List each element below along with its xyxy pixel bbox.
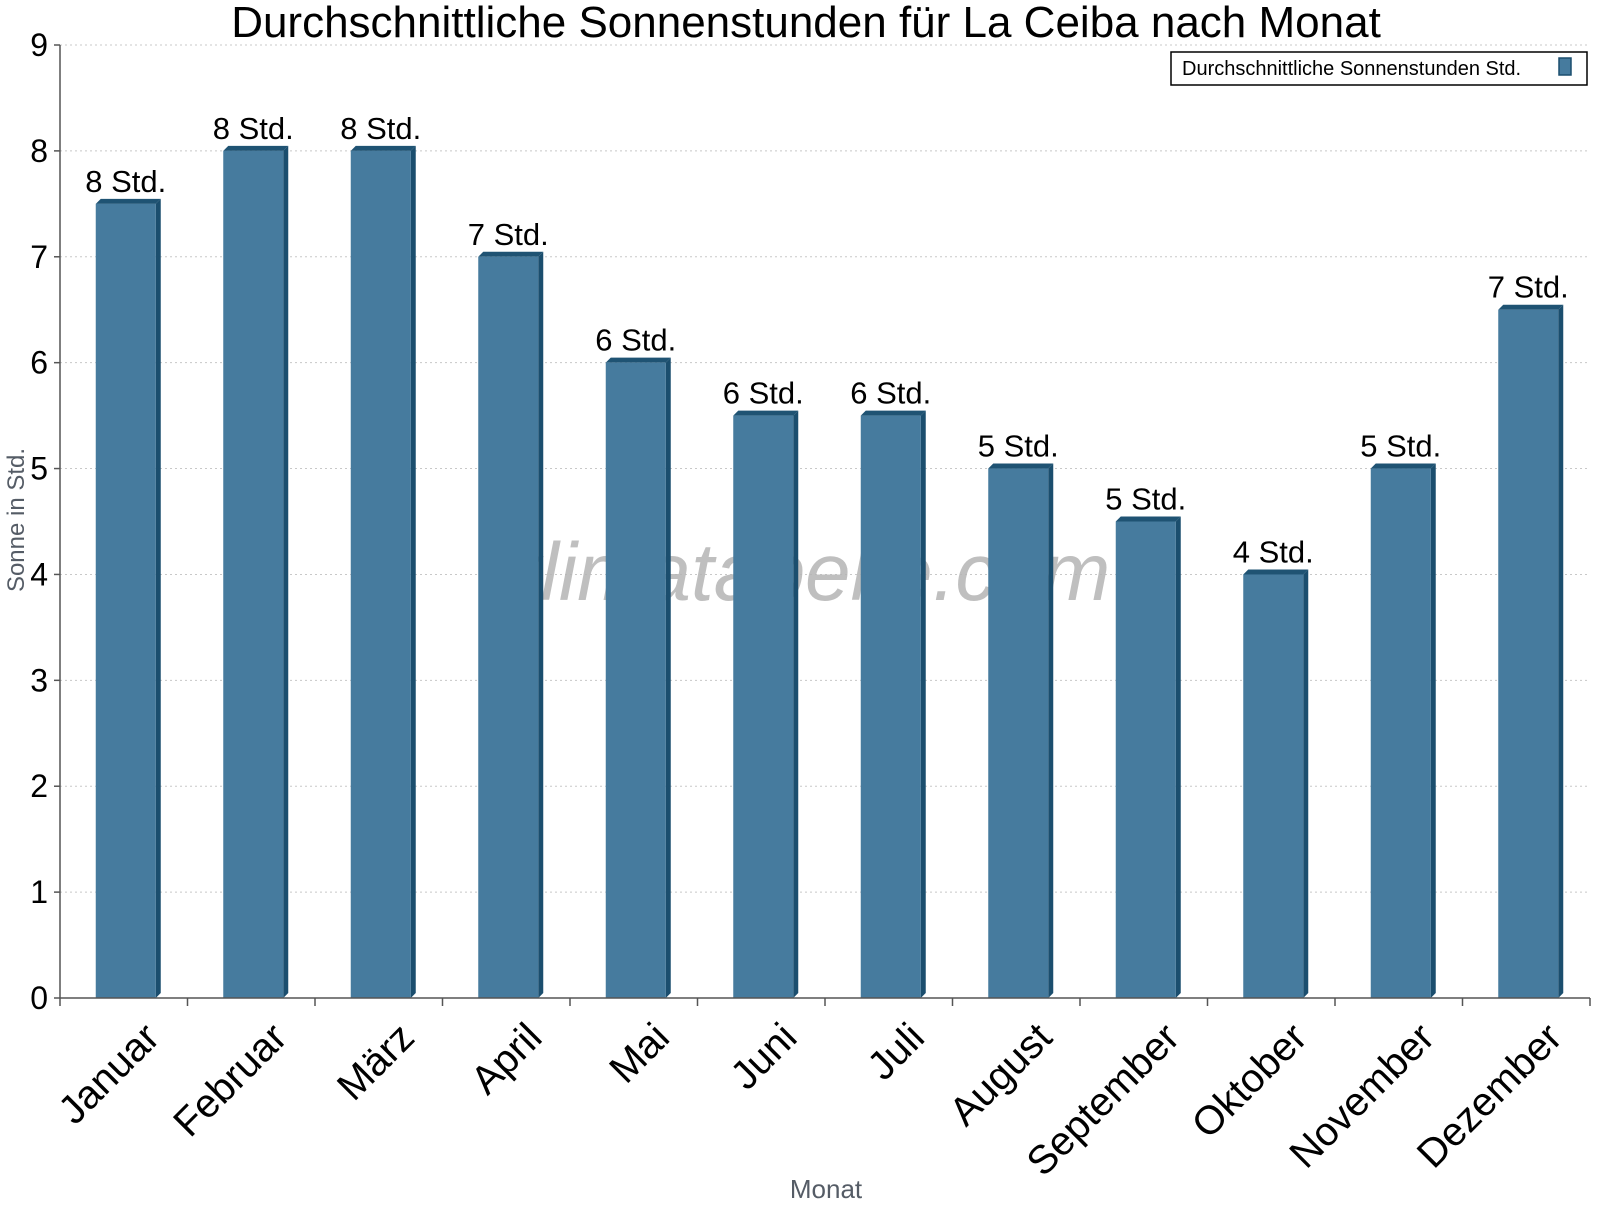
y-tick-label: 6 — [30, 345, 48, 381]
bar-side — [1558, 304, 1564, 998]
x-tick-label: Mai — [601, 1015, 678, 1092]
bar-april — [478, 251, 544, 998]
bar — [1370, 468, 1431, 998]
bar-side — [410, 145, 416, 998]
legend: Durchschnittliche Sonnenstunden Std. — [1170, 51, 1588, 86]
data-label: 6 Std. — [723, 376, 804, 411]
bar-top — [605, 357, 671, 363]
data-label: 4 Std. — [1233, 534, 1314, 569]
bar-side — [155, 198, 161, 999]
bar — [95, 203, 156, 999]
data-label: 5 Std. — [1105, 482, 1186, 517]
x-tick-label: Juli — [859, 1015, 933, 1089]
x-axis-title: Monat — [790, 1174, 863, 1200]
x-tick-label: Juni — [722, 1015, 805, 1098]
bar — [988, 468, 1049, 998]
bar-top — [350, 145, 416, 151]
data-label: 6 Std. — [850, 376, 931, 411]
data-label: 7 Std. — [468, 217, 549, 252]
data-label: 5 Std. — [978, 429, 1059, 464]
bar-top — [95, 198, 161, 204]
bar — [1243, 574, 1304, 998]
bar-januar — [95, 198, 161, 999]
bar-top — [733, 410, 799, 416]
grid-layer — [60, 44, 1590, 893]
y-tick-label: 7 — [30, 239, 48, 275]
bar-top — [223, 145, 289, 151]
x-tick-label: April — [463, 1015, 551, 1103]
bar-top — [1370, 463, 1436, 469]
data-label: 8 Std. — [213, 111, 294, 146]
bar-august — [988, 463, 1054, 998]
bar-side — [920, 410, 926, 999]
bar-side — [1303, 569, 1309, 998]
bar-mai — [605, 357, 671, 999]
y-tick-label: 2 — [30, 768, 48, 804]
legend-label: Durchschnittliche Sonnenstunden Std. — [1182, 58, 1521, 80]
chart-title: Durchschnittliche Sonnenstunden für La C… — [231, 0, 1381, 47]
x-tick-label: Oktober — [1184, 1015, 1316, 1147]
y-tick-label: 4 — [30, 556, 48, 592]
x-tick-label: März — [329, 1015, 423, 1109]
y-axis-title: Sonne in Std. — [3, 448, 30, 592]
bar-top — [478, 251, 544, 257]
bar-side — [1175, 516, 1181, 998]
bar-november — [1370, 463, 1436, 998]
data-label: 7 Std. — [1488, 270, 1569, 305]
bar-dezember — [1498, 304, 1564, 998]
bar-top — [1115, 516, 1181, 522]
bar-juli — [860, 410, 926, 999]
bar — [1498, 309, 1559, 998]
y-tick-label: 0 — [30, 980, 48, 1016]
bar — [733, 415, 794, 999]
data-label: 8 Std. — [340, 111, 421, 146]
bar-side — [793, 410, 799, 999]
bar — [860, 415, 921, 999]
y-tick-label: 1 — [30, 874, 48, 910]
bar-side — [538, 251, 544, 998]
y-tick-label: 8 — [30, 133, 48, 169]
bar-märz — [350, 145, 416, 998]
bar-juni — [733, 410, 799, 999]
bar-top — [988, 463, 1054, 469]
bar-september — [1115, 516, 1181, 998]
legend-box — [1170, 51, 1588, 86]
y-tick-label: 9 — [30, 27, 48, 63]
bar — [223, 150, 284, 998]
x-tick-label: Februar — [165, 1015, 295, 1145]
bar-side — [665, 357, 671, 999]
bar-top — [1498, 304, 1564, 310]
axes-layer — [54, 44, 1591, 1006]
x-tick-label: August — [941, 1015, 1060, 1134]
bar-oktober — [1243, 569, 1309, 998]
legend-swatch — [1558, 57, 1572, 76]
bar-side — [283, 145, 289, 998]
bar — [350, 150, 411, 998]
bars-layer — [95, 145, 1564, 999]
y-tick-label: 5 — [30, 451, 48, 487]
data-label: 5 Std. — [1360, 429, 1441, 464]
bar-top — [1243, 569, 1309, 575]
y-tick-label: 3 — [30, 662, 48, 698]
data-label: 8 Std. — [85, 164, 166, 199]
bar — [478, 256, 539, 998]
bar — [605, 362, 666, 999]
bar-top — [860, 410, 926, 416]
bar-side — [1048, 463, 1054, 998]
x-tick-label: Januar — [50, 1015, 168, 1133]
bar-side — [1430, 463, 1436, 998]
data-label: 6 Std. — [595, 323, 676, 358]
bar-februar — [223, 145, 289, 998]
bar — [1115, 521, 1176, 998]
